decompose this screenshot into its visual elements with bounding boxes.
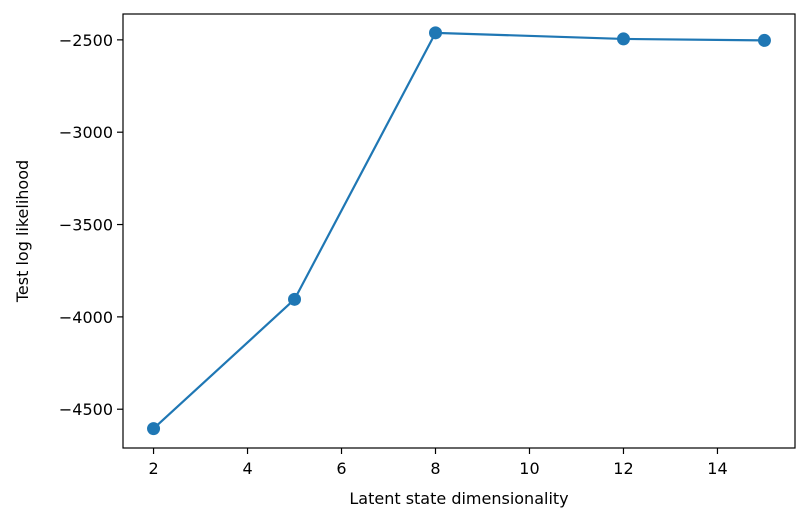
plot-frame xyxy=(122,13,796,449)
series-points xyxy=(147,26,771,436)
y-tick-label: −2500 xyxy=(59,31,113,50)
y-axis-ticks: −4500 −4000 −3500 −3000 −2500 xyxy=(59,31,123,419)
y-tick-label: −4500 xyxy=(59,400,113,419)
data-point xyxy=(757,33,771,47)
x-tick-label: 2 xyxy=(148,459,158,478)
y-axis-label: Test log likelihood xyxy=(13,160,32,303)
x-tick-label: 10 xyxy=(519,459,539,478)
y-tick-label: −3500 xyxy=(59,216,113,235)
x-tick-label: 14 xyxy=(707,459,727,478)
data-point xyxy=(616,32,630,46)
x-tick-label: 8 xyxy=(430,459,440,478)
data-point xyxy=(147,422,161,436)
data-point xyxy=(429,26,443,40)
x-tick-label: 12 xyxy=(613,459,633,478)
data-point xyxy=(288,292,302,306)
y-tick-label: −3000 xyxy=(59,123,113,142)
y-tick-label: −4000 xyxy=(59,308,113,327)
x-axis-label: Latent state dimensionality xyxy=(349,489,568,508)
x-axis-ticks: 2 4 6 8 10 12 14 xyxy=(148,448,728,478)
series-line xyxy=(152,31,765,430)
x-tick-label: 4 xyxy=(242,459,252,478)
x-tick-label: 6 xyxy=(336,459,346,478)
